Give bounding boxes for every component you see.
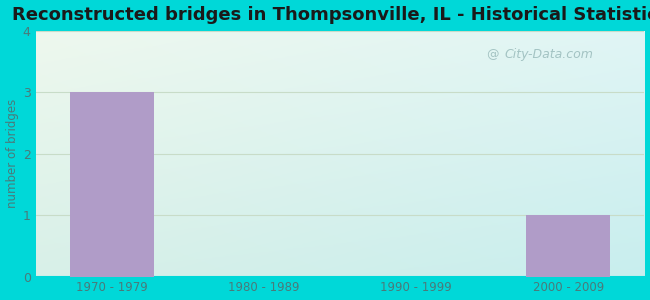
Text: @: @ — [486, 48, 499, 61]
Bar — [526, 215, 610, 277]
Title: Reconstructed bridges in Thompsonville, IL - Historical Statistics: Reconstructed bridges in Thompsonville, … — [12, 6, 650, 24]
Y-axis label: number of bridges: number of bridges — [6, 99, 19, 208]
Bar — [70, 92, 153, 277]
Text: City-Data.com: City-Data.com — [504, 48, 593, 61]
